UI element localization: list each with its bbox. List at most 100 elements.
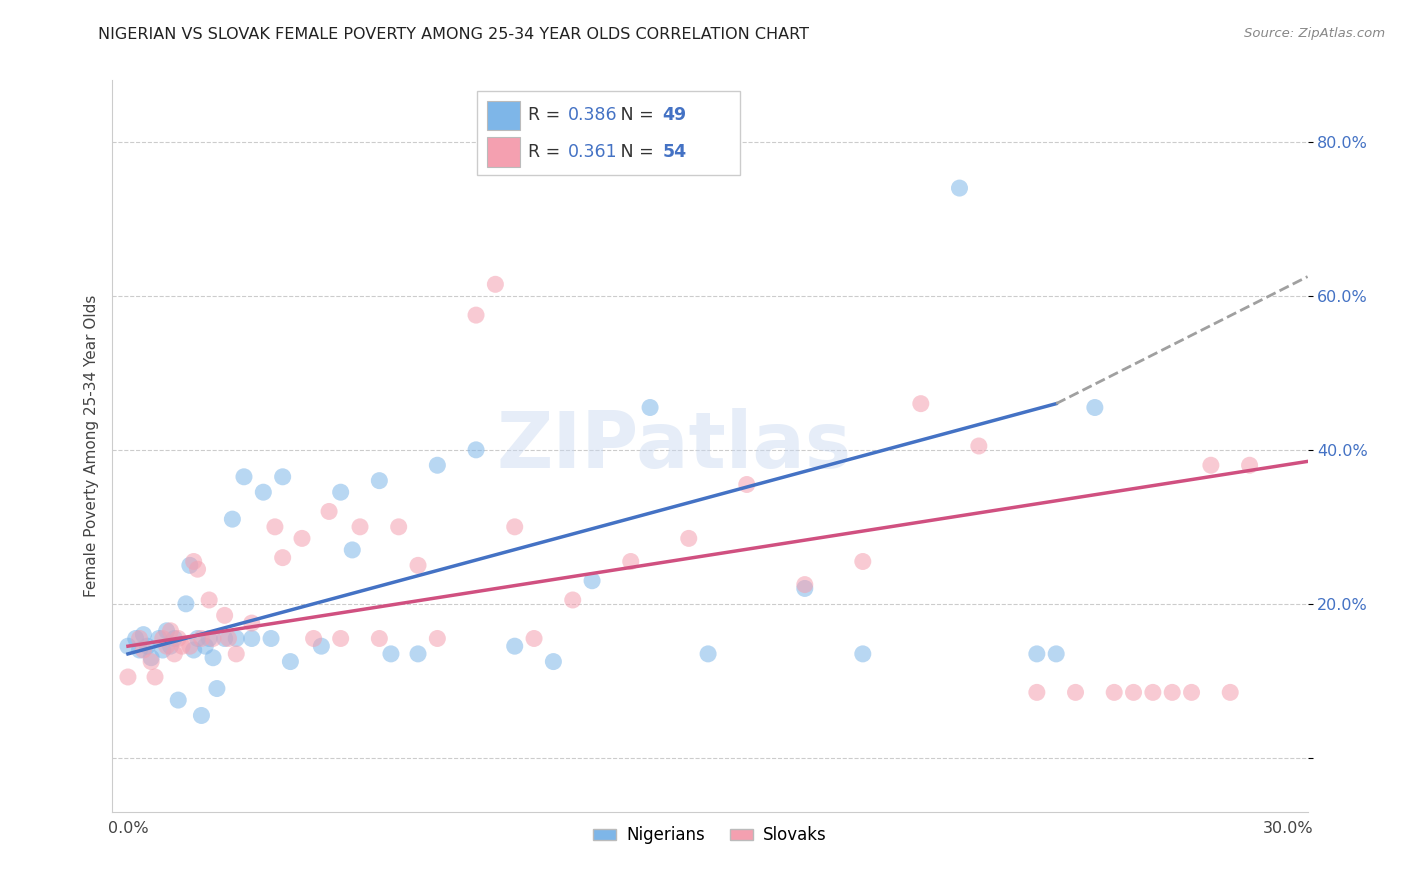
Point	[280, 655, 302, 669]
Point	[221, 512, 243, 526]
Point	[1045, 647, 1067, 661]
Point	[260, 632, 283, 646]
Point	[143, 670, 166, 684]
Point	[380, 647, 402, 661]
Point	[125, 632, 148, 646]
Point	[311, 639, 333, 653]
Point	[172, 639, 194, 653]
Point	[252, 485, 274, 500]
Point	[329, 632, 352, 646]
Point	[852, 647, 875, 661]
Point	[465, 442, 488, 457]
Point	[426, 458, 449, 473]
Point	[141, 650, 163, 665]
Point	[406, 558, 429, 573]
Point	[214, 632, 236, 646]
Point	[543, 655, 565, 669]
Point	[198, 632, 221, 646]
Point	[183, 554, 205, 568]
Point	[202, 650, 225, 665]
Point	[426, 632, 449, 646]
Point	[793, 577, 815, 591]
Point	[264, 520, 287, 534]
Text: 54: 54	[662, 143, 686, 161]
Point	[202, 632, 225, 646]
Point	[581, 574, 603, 588]
Point	[156, 639, 179, 653]
Bar	[486, 101, 520, 130]
Text: 0.361: 0.361	[568, 143, 617, 161]
Point	[187, 562, 209, 576]
Point	[735, 477, 758, 491]
Point	[271, 470, 294, 484]
Point	[163, 647, 186, 661]
Text: Source: ZipAtlas.com: Source: ZipAtlas.com	[1244, 27, 1385, 40]
Point	[179, 558, 201, 573]
Bar	[477, 91, 740, 176]
Text: ZIPatlas: ZIPatlas	[496, 408, 852, 484]
Bar	[486, 137, 520, 167]
Point	[136, 639, 159, 653]
Point	[1161, 685, 1184, 699]
Point	[793, 582, 815, 596]
Text: N =: N =	[603, 143, 659, 161]
Text: 49: 49	[662, 106, 686, 124]
Point	[910, 397, 932, 411]
Point	[406, 647, 429, 661]
Point	[132, 627, 155, 641]
Point	[388, 520, 411, 534]
Point	[523, 632, 546, 646]
Point	[302, 632, 325, 646]
Y-axis label: Female Poverty Among 25-34 Year Olds: Female Poverty Among 25-34 Year Olds	[83, 295, 98, 597]
Point	[174, 597, 197, 611]
Text: NIGERIAN VS SLOVAK FEMALE POVERTY AMONG 25-34 YEAR OLDS CORRELATION CHART: NIGERIAN VS SLOVAK FEMALE POVERTY AMONG …	[98, 27, 810, 42]
Point	[1122, 685, 1144, 699]
Point	[291, 532, 314, 546]
Point	[240, 616, 263, 631]
Legend: Nigerians, Slovaks: Nigerians, Slovaks	[586, 820, 834, 851]
Point	[152, 643, 174, 657]
Point	[205, 681, 228, 696]
Point	[342, 543, 364, 558]
Point	[156, 624, 179, 638]
Point	[1142, 685, 1164, 699]
Point	[1180, 685, 1202, 699]
Point	[225, 647, 247, 661]
Point	[329, 485, 352, 500]
Point	[852, 554, 875, 568]
Point	[214, 608, 236, 623]
Point	[128, 632, 150, 646]
Point	[318, 504, 340, 518]
Point	[179, 639, 201, 653]
Point	[1239, 458, 1261, 473]
Point	[167, 693, 190, 707]
Point	[368, 632, 391, 646]
Point	[218, 632, 240, 646]
Point	[271, 550, 294, 565]
Point	[148, 632, 170, 646]
Point	[163, 632, 186, 646]
Text: R =: R =	[529, 143, 567, 161]
Point	[190, 632, 212, 646]
Point	[183, 643, 205, 657]
Point	[1199, 458, 1222, 473]
Point	[117, 639, 139, 653]
Point	[948, 181, 970, 195]
Point	[484, 277, 506, 292]
Point	[697, 647, 720, 661]
Point	[368, 474, 391, 488]
Point	[620, 554, 643, 568]
Point	[194, 639, 217, 653]
Point	[465, 308, 488, 322]
Point	[503, 639, 526, 653]
Point	[1064, 685, 1087, 699]
Point	[1025, 685, 1047, 699]
Text: 0.386: 0.386	[568, 106, 617, 124]
Point	[503, 520, 526, 534]
Point	[1084, 401, 1107, 415]
Point	[1025, 647, 1047, 661]
Point	[240, 632, 263, 646]
Point	[132, 643, 155, 657]
Point	[128, 643, 150, 657]
Point	[233, 470, 256, 484]
